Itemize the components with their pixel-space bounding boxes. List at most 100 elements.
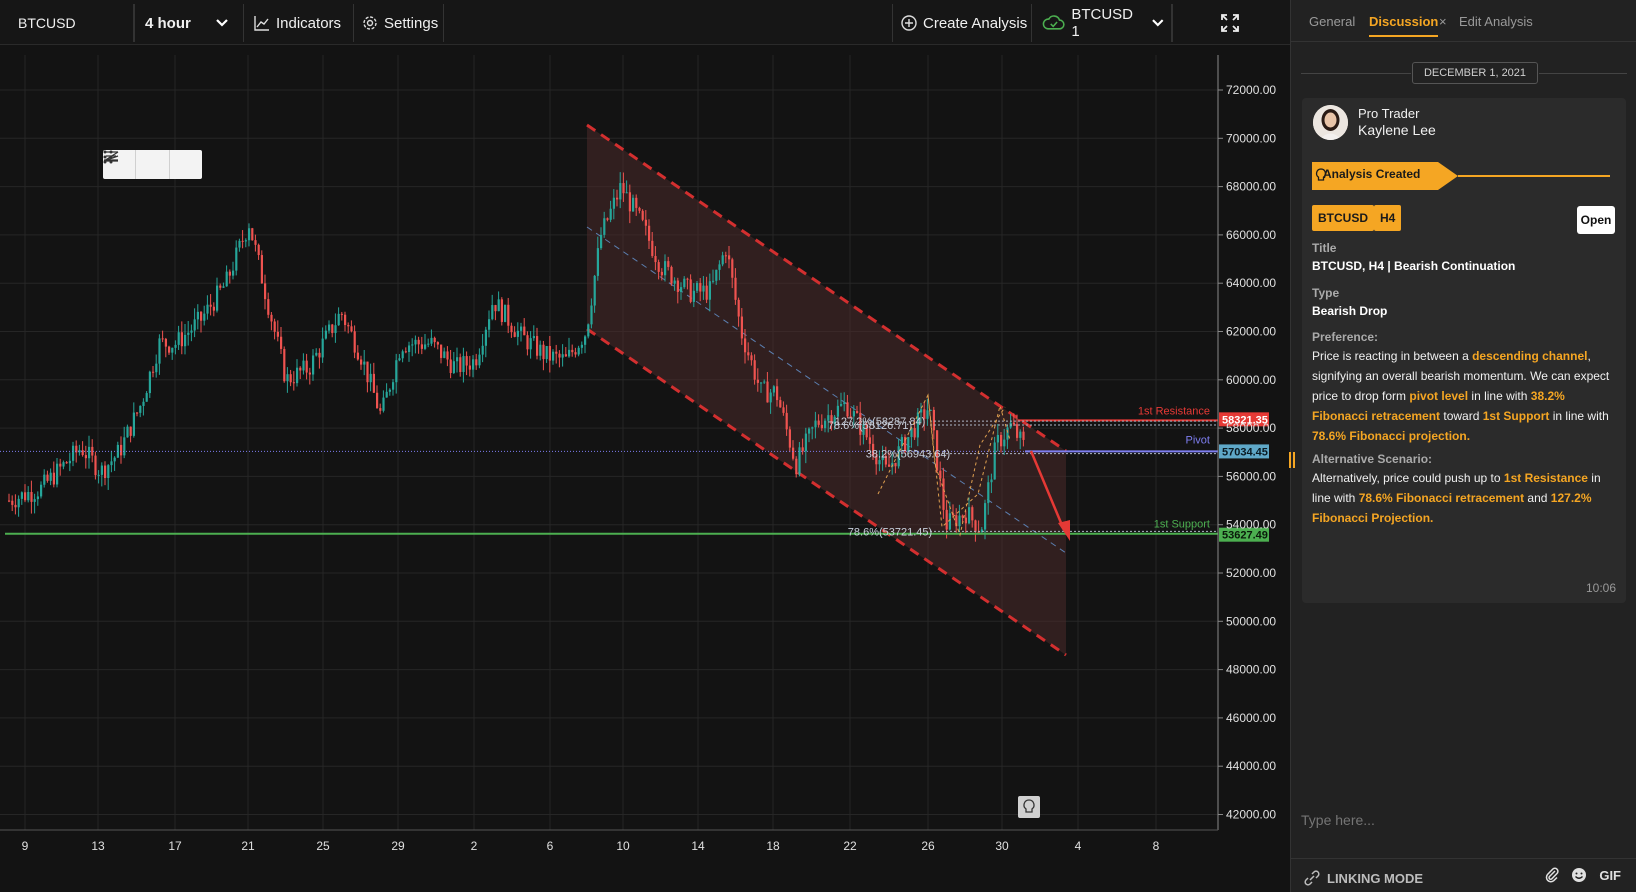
candle-body bbox=[731, 259, 734, 278]
candle-body bbox=[209, 304, 212, 307]
fibonacci-lines: 127.2%(58287.84)78.6%(58126.71) 38.2%(569… bbox=[828, 416, 1218, 538]
y-tick-label: 42000.00 bbox=[1226, 808, 1276, 822]
lines-tool-button[interactable] bbox=[104, 150, 170, 179]
candle-body bbox=[424, 344, 427, 349]
candle-body bbox=[776, 386, 779, 401]
tab-discussion[interactable]: Discussion bbox=[1369, 14, 1439, 37]
candle-body bbox=[462, 356, 465, 373]
candle-body bbox=[865, 424, 868, 438]
candle-body bbox=[667, 261, 670, 267]
candle-body bbox=[782, 407, 785, 413]
candle-body bbox=[238, 240, 241, 248]
close-tab-icon[interactable]: × bbox=[1439, 14, 1447, 29]
x-tick-label: 29 bbox=[391, 839, 405, 853]
candle-body bbox=[142, 401, 145, 406]
open-button[interactable]: Open bbox=[1577, 206, 1615, 234]
candle-body bbox=[33, 499, 36, 502]
candle-body bbox=[622, 183, 625, 194]
candle-body bbox=[14, 504, 17, 508]
candle-body bbox=[465, 356, 468, 366]
message-input[interactable] bbox=[1301, 812, 1621, 828]
candle-body bbox=[8, 500, 11, 502]
composer-actions: GIF bbox=[1545, 867, 1621, 883]
fullscreen-button[interactable] bbox=[1172, 4, 1292, 42]
candle-body bbox=[808, 428, 811, 434]
candle-body bbox=[286, 374, 289, 382]
candle-body bbox=[68, 460, 71, 464]
candle-body bbox=[747, 352, 750, 356]
zigzag-pattern bbox=[877, 393, 1011, 529]
candle-body bbox=[507, 304, 510, 326]
candle-body bbox=[814, 420, 817, 428]
candle-body bbox=[862, 424, 865, 435]
candle-body bbox=[900, 437, 903, 447]
paperclip-icon[interactable] bbox=[1545, 867, 1559, 883]
tab-general[interactable]: General bbox=[1309, 14, 1356, 29]
candle-body bbox=[168, 346, 171, 353]
candle-body bbox=[408, 345, 411, 352]
interval-dropdown[interactable]: 4 hour bbox=[134, 4, 244, 42]
candle-body bbox=[702, 285, 705, 292]
x-tick-label: 17 bbox=[168, 839, 182, 853]
candle-body bbox=[846, 402, 849, 417]
candle-body bbox=[443, 351, 446, 358]
candle-body bbox=[904, 437, 907, 452]
candle-body bbox=[708, 281, 711, 300]
indicators-label: Indicators bbox=[276, 14, 342, 32]
candle-body bbox=[510, 325, 513, 333]
timeframe-tag[interactable]: H4 bbox=[1374, 205, 1402, 231]
candle-body bbox=[974, 520, 977, 532]
tab-edit-analysis[interactable]: Edit Analysis bbox=[1459, 14, 1533, 29]
candle-body bbox=[552, 351, 555, 361]
y-tick-label: 50000.00 bbox=[1226, 614, 1276, 628]
chart-canvas[interactable]: 1st Resistance 58321.35 Pivot 57034.45 1st S… bbox=[0, 45, 1290, 892]
candle-body bbox=[945, 509, 948, 530]
candle-body bbox=[596, 248, 599, 276]
emoji-icon[interactable] bbox=[1571, 867, 1587, 883]
avatar[interactable] bbox=[1313, 105, 1348, 140]
candle-body bbox=[721, 255, 724, 265]
settings-label: Settings bbox=[384, 14, 439, 32]
linking-mode-toggle[interactable]: LINKING MODE bbox=[1303, 869, 1423, 887]
candle-body bbox=[305, 360, 308, 373]
candle-body bbox=[484, 329, 487, 346]
create-analysis-button[interactable]: Create Analysis bbox=[892, 4, 1032, 42]
fib-label: 78.6%(53721.45) bbox=[848, 526, 932, 538]
symbol-tag[interactable]: BTCUSD bbox=[1312, 205, 1374, 231]
candle-body bbox=[78, 450, 81, 453]
candle-body bbox=[683, 278, 686, 288]
candle-body bbox=[468, 365, 471, 370]
candle-body bbox=[836, 405, 839, 417]
candle-body bbox=[856, 411, 859, 413]
candle-body bbox=[577, 347, 580, 355]
gif-button[interactable]: GIF bbox=[1599, 867, 1621, 883]
trend-tool-button[interactable] bbox=[103, 150, 202, 179]
candle-body bbox=[43, 474, 46, 485]
candle-body bbox=[884, 455, 887, 465]
indicators-button[interactable]: Indicators bbox=[244, 4, 354, 42]
price-chart[interactable]: 1st Resistance 58321.35 Pivot 57034.45 1st S… bbox=[0, 45, 1290, 892]
candle-body bbox=[350, 326, 353, 332]
settings-button[interactable]: Settings bbox=[354, 4, 444, 42]
channel-lower-line bbox=[586, 327, 1067, 657]
candle-body bbox=[11, 500, 14, 505]
candle-body bbox=[187, 332, 190, 335]
support-price-tag bbox=[1219, 527, 1269, 542]
candle-body bbox=[830, 415, 833, 425]
fib-label: 78.6%(58126.71) bbox=[828, 420, 912, 432]
ticker-dropdown[interactable]: BTCUSD 1 bbox=[1032, 4, 1172, 42]
candle-body bbox=[123, 437, 126, 456]
cloud-check-icon bbox=[1042, 15, 1065, 30]
gear-icon bbox=[363, 16, 377, 30]
linking-mode-label: LINKING MODE bbox=[1327, 870, 1424, 886]
idea-bulb-button[interactable] bbox=[1018, 796, 1040, 818]
sidebar-resize-handle[interactable] bbox=[1289, 452, 1295, 468]
symbol-display[interactable]: BTCUSD bbox=[8, 4, 134, 42]
candle-body bbox=[337, 313, 340, 326]
candle-body bbox=[216, 285, 219, 311]
candle-body bbox=[587, 324, 590, 337]
projection-arrowhead bbox=[1058, 520, 1070, 541]
candle-body bbox=[280, 336, 283, 349]
candle-body bbox=[539, 344, 542, 356]
alternative-text: Alternatively, price could push up to 1s… bbox=[1312, 471, 1601, 525]
